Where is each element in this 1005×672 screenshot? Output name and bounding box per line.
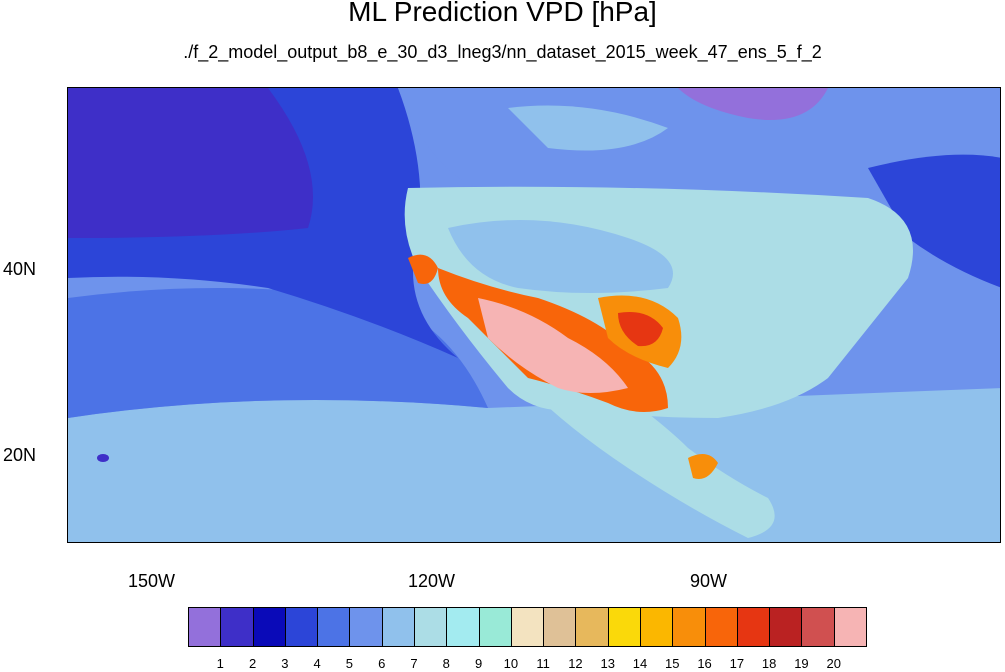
colorbar-label: 19 xyxy=(794,656,809,671)
map-subtitle: ./f_2_model_output_b8_e_30_d3_lneg3/nn_d… xyxy=(183,42,822,62)
colorbar-swatch xyxy=(543,607,577,647)
colorbar-label: 17 xyxy=(729,656,745,671)
colorbar-swatch xyxy=(801,607,835,647)
colorbar-swatch xyxy=(769,607,803,647)
colorbar-label: 13 xyxy=(600,656,615,671)
colorbar-swatch xyxy=(640,607,674,647)
colorbar-label: 6 xyxy=(378,656,386,671)
texas-core xyxy=(618,312,663,347)
gulf-of-alaska-band xyxy=(68,88,313,238)
colorbar-swatch xyxy=(672,607,706,647)
colorbar-swatch xyxy=(478,607,512,647)
colorbar-swatch xyxy=(252,607,286,647)
colorbar-swatch xyxy=(446,607,480,647)
colorbar-label: 1 xyxy=(216,656,224,671)
atlantic-dark xyxy=(868,154,1000,288)
southern-ocean-band xyxy=(68,388,1000,542)
colorbar-swatch xyxy=(220,607,254,647)
yucatan-warm xyxy=(688,454,718,479)
y-tick-40n: 40N xyxy=(3,259,37,279)
hudson-bay-low xyxy=(678,88,828,120)
y-tick-20n: 20N xyxy=(3,445,37,465)
colorbar-label: 8 xyxy=(442,656,450,671)
x-tick-150w: 150W xyxy=(128,571,176,591)
colorbar-label: 16 xyxy=(697,656,712,671)
colorbar-label: 14 xyxy=(632,656,648,671)
colorbar-swatch xyxy=(575,607,609,647)
vpd-field xyxy=(68,88,1000,542)
colorbar-label: 3 xyxy=(281,656,289,671)
x-tick-90w: 90W xyxy=(690,571,728,591)
colorbar-label: 4 xyxy=(313,656,321,671)
colorbar-swatch xyxy=(414,607,448,647)
colorbar-label: 20 xyxy=(826,656,841,671)
colorbar-label: 7 xyxy=(410,656,418,671)
colorbar-label: 15 xyxy=(665,656,680,671)
california-warm xyxy=(408,254,438,284)
colorbar-label: 10 xyxy=(503,656,519,671)
colorbar-label: 2 xyxy=(248,656,257,671)
colorbar-swatch xyxy=(736,607,771,647)
colorbar-swatch xyxy=(317,607,351,647)
colorbar-swatch xyxy=(284,607,319,647)
canada-interior-light xyxy=(508,105,668,151)
southwest-max-region xyxy=(478,298,628,393)
colorbar-swatch xyxy=(381,607,415,647)
x-tick-120w: 120W xyxy=(408,571,456,591)
colorbar-label: 12 xyxy=(568,656,583,671)
colorbar-label: 11 xyxy=(536,656,550,671)
mexico-region xyxy=(488,348,775,538)
map-title: ML Prediction VPD [hPa] xyxy=(348,0,657,27)
colorbar-swatch xyxy=(704,607,738,647)
colorbar-swatch xyxy=(607,607,641,647)
colorbar-label: 5 xyxy=(345,656,354,671)
vpd-map-plot xyxy=(67,87,1001,543)
colorbar-label: 9 xyxy=(474,656,483,671)
hawaii-island xyxy=(97,454,109,462)
colorbar-swatch xyxy=(833,607,867,647)
colorbar-swatch xyxy=(188,607,222,647)
colorbar-label: 18 xyxy=(761,656,777,671)
colorbar-swatch xyxy=(349,607,383,647)
colorbar-swatch xyxy=(510,607,545,647)
plains-light xyxy=(448,220,673,293)
